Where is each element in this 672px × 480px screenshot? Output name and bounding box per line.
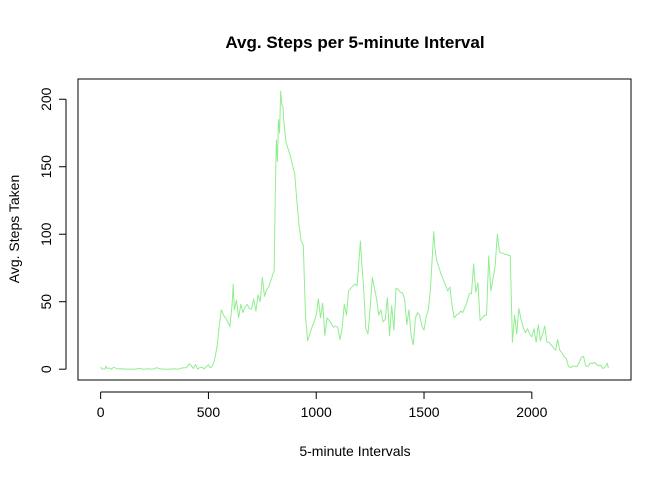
- y-tick-label: 200: [38, 87, 54, 111]
- plot-area-border: [77, 78, 632, 381]
- x-axis-title: 5-minute Intervals: [299, 443, 410, 459]
- x-tick-label: 1000: [301, 404, 332, 420]
- series-layer: [100, 90, 609, 370]
- y-axis-title: Avg. Steps Taken: [6, 175, 22, 283]
- series-line-avg-steps: [100, 90, 609, 370]
- y-tick-label: 150: [38, 155, 54, 179]
- x-axis: 0 500 1000 1500 2000: [97, 391, 548, 420]
- x-tick-label: 500: [197, 404, 221, 420]
- y-axis: 0 50 100 150 200: [38, 87, 67, 373]
- x-tick-label: 1500: [408, 404, 439, 420]
- chart-title: Avg. Steps per 5-minute Interval: [225, 33, 484, 52]
- x-tick-label: 0: [97, 404, 105, 420]
- y-tick-label: 50: [38, 294, 54, 310]
- y-tick-label: 0: [38, 365, 54, 373]
- x-tick-label: 2000: [516, 404, 547, 420]
- y-tick-label: 100: [38, 222, 54, 246]
